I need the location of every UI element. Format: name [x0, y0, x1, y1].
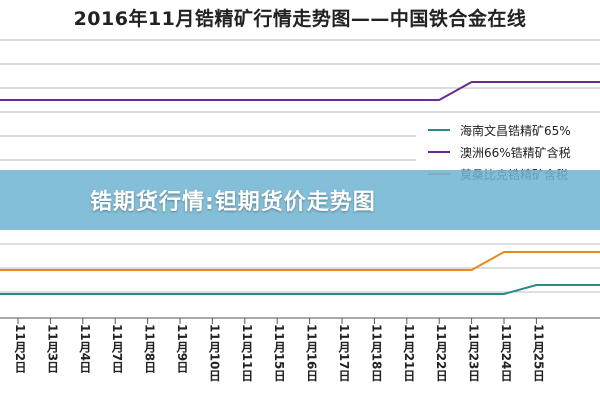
series-line [0, 81, 600, 101]
watermark-banner: 锆期货行情:钽期货价走势图 [0, 170, 600, 230]
x-tick-label: 11月11日 [239, 324, 254, 382]
legend-label-hainan: 海南文昌锆精矿65% [460, 123, 571, 138]
x-tick-label: 11月3日 [45, 324, 60, 374]
x-tick-label: 11月18日 [369, 324, 384, 382]
x-tick-label: 11月7日 [110, 324, 125, 374]
series-line [0, 251, 600, 271]
x-tick-label: 11月24日 [499, 324, 513, 382]
x-tick-label: 11月15日 [272, 324, 287, 382]
x-tick-label: 11月17日 [337, 324, 351, 382]
legend-swatch-hainan [428, 129, 450, 131]
legend-item-australia: 澳洲66%锆精矿含税 [428, 142, 571, 162]
x-tick-label: 11月21日 [401, 324, 416, 382]
series-lines [0, 81, 600, 295]
x-tick-label: 11月4日 [77, 324, 92, 374]
legend-label-australia: 澳洲66%锆精矿含税 [460, 145, 571, 160]
x-tick-label: 11月2日 [13, 324, 27, 374]
x-tick-label: 11月22日 [434, 324, 449, 382]
legend-swatch-australia [428, 151, 450, 153]
legend-item-hainan: 海南文昌锆精矿65% [428, 120, 571, 140]
x-ticks [17, 318, 537, 324]
x-tick-label: 11月25日 [531, 324, 546, 382]
x-tick-label: 11月16日 [304, 324, 319, 382]
x-tick-label: 11月10日 [207, 324, 222, 382]
x-tick-label: 11月9日 [175, 324, 189, 374]
chart-title: 2016年11月锆精矿行情走势图——中国铁合金在线 [73, 8, 527, 30]
banner-text: 锆期货行情:钽期货价走势图 [90, 190, 376, 215]
series-line [0, 284, 600, 295]
x-tick-label: 11月23日 [466, 324, 481, 382]
gridlines [0, 39, 600, 293]
x-tick-label: 11月8日 [142, 324, 157, 374]
